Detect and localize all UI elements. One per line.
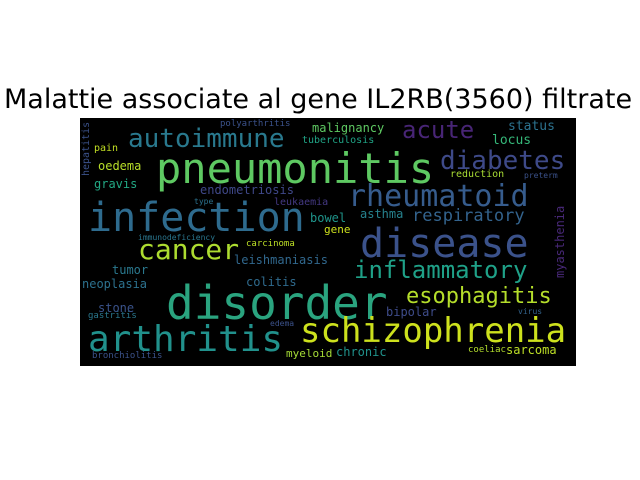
word-coeliac: coeliac xyxy=(468,345,506,355)
word-infection: infection xyxy=(88,195,305,241)
word-acute: acute xyxy=(402,118,475,144)
word-reduction: reduction xyxy=(450,169,505,180)
word-chronic: chronic xyxy=(336,345,387,359)
word-preterm: preterm xyxy=(524,171,558,180)
word-cancer: cancer xyxy=(138,233,240,266)
word-gastritis: gastritis xyxy=(88,311,137,321)
word-gravis: gravis xyxy=(94,177,138,191)
word-myasthenia: myasthenia xyxy=(553,205,567,278)
word-sarcoma: sarcoma xyxy=(506,343,557,357)
word-leishmaniasis: leishmaniasis xyxy=(234,253,328,267)
word-stone: stone xyxy=(98,301,135,315)
figure-title: Malattie associate al gene IL2RB(3560) f… xyxy=(4,84,633,115)
word-virus: virus xyxy=(518,307,543,316)
word-bowel: bowel xyxy=(310,211,347,225)
word-neoplasia: neoplasia xyxy=(82,277,148,291)
word-disease: disease xyxy=(360,221,529,267)
word-endometriosis: endometriosis xyxy=(200,183,294,197)
word-autoimmune: autoimmune xyxy=(128,124,285,154)
word-polyarthritis: polyarthritis xyxy=(220,119,291,129)
word-carcinoma: carcinoma xyxy=(246,239,295,249)
word-myeloid: myeloid xyxy=(286,347,333,360)
word-tuberculosis: tuberculosis xyxy=(302,135,375,146)
word-locus: locus xyxy=(492,133,532,148)
word-tumor: tumor xyxy=(112,263,149,277)
word-pneumonitis: pneumonitis xyxy=(156,144,435,193)
word-hepatitis: hepatitis xyxy=(81,121,92,176)
word-status: status xyxy=(508,119,555,134)
word-respiratory: respiratory xyxy=(412,206,525,226)
word-leukaemia: leukaemia xyxy=(274,197,329,208)
word-cloud: disorder infection pneumonitis disease s… xyxy=(80,118,576,366)
word-disorder: disorder xyxy=(166,276,388,330)
word-schizophrenia: schizophrenia xyxy=(300,311,567,351)
word-bronchiolitis: bronchiolitis xyxy=(92,351,163,361)
word-bipolar: bipolar xyxy=(386,305,437,319)
word-arthritis: arthritis xyxy=(88,319,284,360)
word-gene: gene xyxy=(324,223,351,236)
word-malignancy: malignancy xyxy=(312,121,385,135)
word-pain: pain xyxy=(94,143,119,154)
word-asthma: asthma xyxy=(360,207,404,221)
word-type: type xyxy=(194,197,214,206)
word-diabetes: diabetes xyxy=(440,146,566,176)
word-oedema: oedema xyxy=(98,159,142,173)
word-colitis: colitis xyxy=(246,275,297,289)
word-edema: edema xyxy=(270,319,295,328)
word-rheumatoid: rheumatoid xyxy=(348,179,529,214)
word-inflammatory: inflammatory xyxy=(354,256,528,284)
word-esophagitis: esophagitis xyxy=(406,284,552,309)
word-immunodeficiency: immunodeficiency xyxy=(138,233,216,242)
